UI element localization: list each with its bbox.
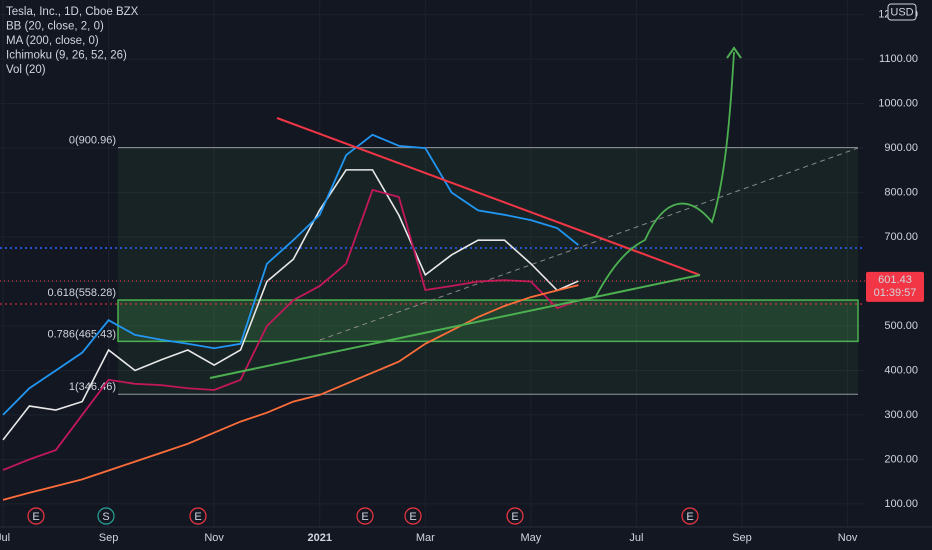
series-line: [2, 169, 579, 441]
fib-retracement: 0(900.96)0.618(558.28)0.786(465.43)1(346…: [48, 135, 859, 395]
legend: Tesla, Inc., 1D, Cboe BZX BB (20, close, …: [6, 6, 139, 76]
event-marker: [681, 507, 699, 525]
currency-badge: [887, 3, 917, 21]
fib-label: 0.618(558.28): [48, 287, 117, 299]
legend-entry: Tesla, Inc., 1D, Cboe BZX: [6, 6, 139, 18]
y-tick-label: 200.00: [884, 453, 918, 465]
event-label: E: [511, 511, 518, 523]
series-line: [2, 284, 579, 501]
legend-entry: Vol (20): [6, 64, 46, 76]
event-marker: [506, 507, 524, 525]
legend-entry: BB (20, close, 2, 0): [6, 21, 104, 33]
y-tick-label: 400.00: [884, 364, 918, 376]
forecast-arrow: [726, 46, 742, 59]
fib-label: 0(900.96): [69, 135, 116, 147]
y-tick-label: 100.00: [884, 498, 918, 510]
event-label: E: [32, 511, 39, 523]
event-marker: [97, 507, 115, 525]
y-tick-label: 500.00: [884, 320, 918, 332]
resistance-line: [276, 117, 701, 276]
event-label: E: [409, 511, 416, 523]
support-line: [209, 274, 701, 379]
axes: 100.00200.00300.00400.00500.00600.00700.…: [0, 3, 924, 544]
x-tick-label: Jul: [629, 532, 643, 544]
y-tick-label: 700.00: [884, 231, 918, 243]
x-tick-label: May: [520, 532, 541, 544]
legend-entry: MA (200, close, 0): [6, 35, 99, 47]
last-price-badge: [866, 271, 924, 302]
y-tick-label: 800.00: [884, 186, 918, 198]
x-tick-label: 2021: [307, 532, 331, 544]
event-marker: [356, 507, 374, 525]
series-line: [2, 133, 579, 416]
event-label: E: [361, 511, 368, 523]
x-tick-label: Sep: [99, 532, 119, 544]
series: [0, 133, 865, 501]
event-label: E: [686, 511, 693, 523]
event-marker: [189, 507, 207, 525]
event-marker: [404, 507, 422, 525]
y-tick-label: 900.00: [884, 142, 918, 154]
event-marker: [27, 507, 45, 525]
forecast-path: [594, 51, 735, 299]
legend-entry: Ichimoku (9, 26, 52, 26): [6, 50, 127, 62]
x-tick-label: Sep: [732, 532, 752, 544]
series-line: [2, 188, 579, 471]
fib-zone: [118, 147, 858, 395]
y-tick-label: 1100.00: [879, 53, 918, 65]
last-price-label: 601.43: [878, 274, 912, 286]
fib-label: 0.786(465.43): [48, 328, 117, 340]
currency-label: USD: [890, 6, 913, 18]
y-tick-label: 300.00: [884, 409, 918, 421]
event-label: E: [194, 511, 201, 523]
y-tick-label: 1000.00: [878, 98, 918, 110]
event-label: S: [102, 511, 109, 523]
fib-zone: [117, 299, 859, 343]
x-tick-label: Nov: [204, 532, 224, 544]
x-tick-label: Mar: [416, 532, 435, 544]
x-tick-label: Nov: [838, 532, 858, 544]
x-tick-label: Jul: [0, 532, 10, 544]
countdown-label: 01:39:57: [874, 287, 917, 299]
